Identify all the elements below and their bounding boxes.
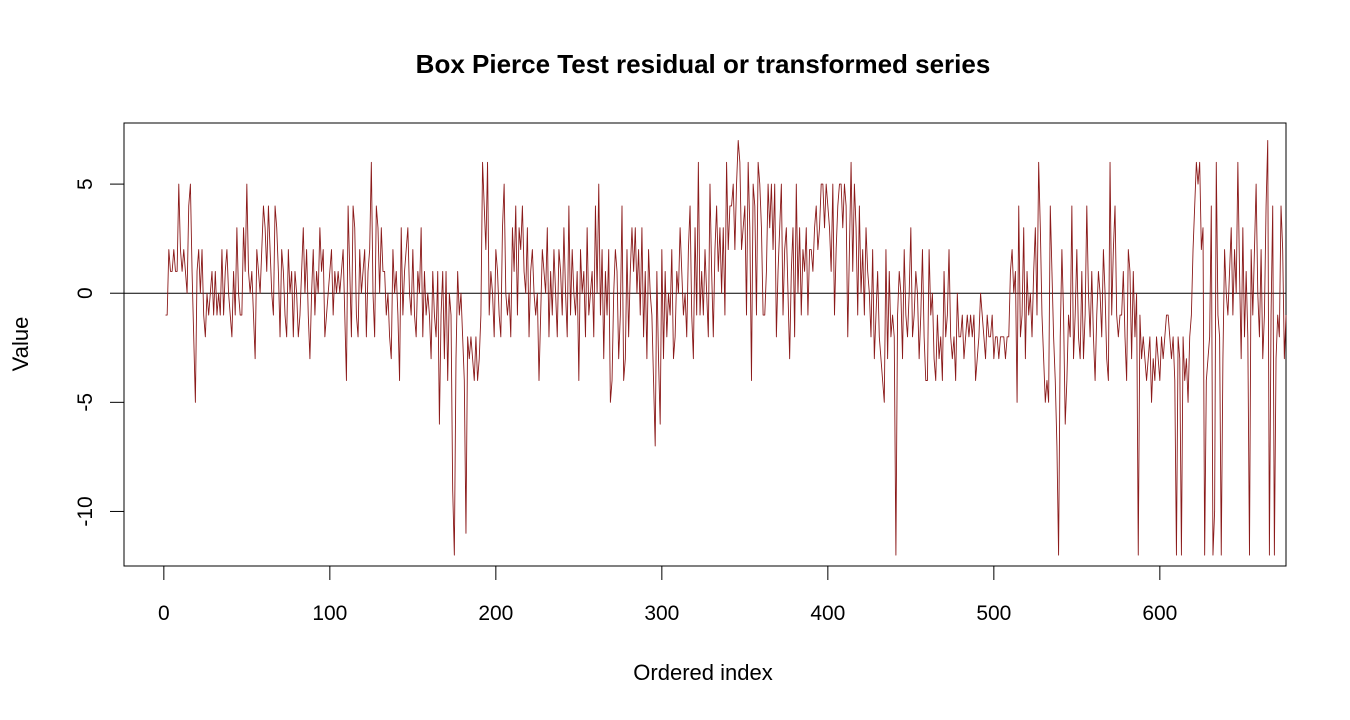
x-tick-label: 400	[810, 602, 845, 625]
x-tick-label: 200	[478, 602, 513, 625]
y-tick-label: 5	[74, 178, 97, 190]
plot-frame	[123, 122, 1287, 567]
x-axis-label: Ordered index	[633, 660, 772, 685]
x-axis: 0 100 200 300 400 500 600	[158, 565, 1177, 625]
x-tick-label: 0	[158, 602, 170, 625]
y-tick-label: -5	[74, 393, 97, 412]
y-tick-label: 0	[74, 287, 97, 299]
x-tick-label: 500	[976, 602, 1011, 625]
series-line-1	[165, 140, 1287, 556]
x-tick-label: 100	[312, 602, 347, 625]
y-axis: -10 -5 0 5	[74, 178, 125, 527]
y-axis-label: Value	[8, 317, 33, 372]
series-layer	[165, 140, 1287, 556]
x-tick-label: 600	[1142, 602, 1177, 625]
x-tick-label: 300	[644, 602, 679, 625]
y-tick-label: -10	[74, 496, 97, 526]
chart-title: Box Pierce Test residual or transformed …	[416, 49, 991, 79]
